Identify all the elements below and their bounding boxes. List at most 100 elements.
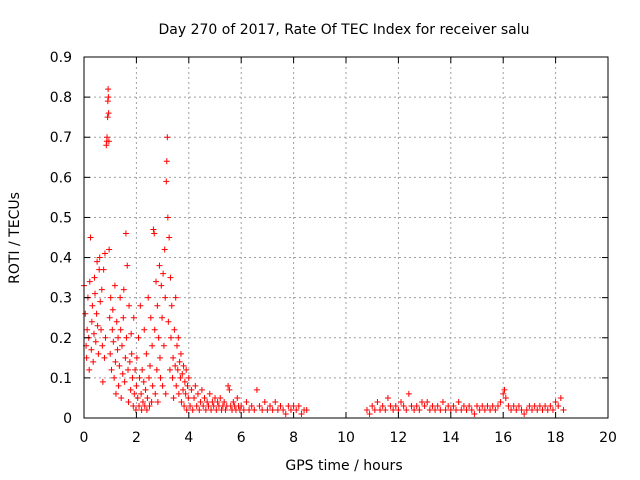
data-point <box>134 394 141 401</box>
y-tick-label: 0.5 <box>50 210 72 226</box>
data-point <box>290 402 297 409</box>
data-point <box>253 386 260 393</box>
y-tick-label: 0.1 <box>50 371 72 387</box>
data-point <box>405 390 412 397</box>
data-point <box>248 402 255 409</box>
data-point <box>460 402 467 409</box>
data-point <box>552 398 559 405</box>
data-point <box>413 402 420 409</box>
data-point <box>384 394 391 401</box>
data-point <box>192 382 199 389</box>
data-point <box>174 366 181 373</box>
data-point <box>523 406 530 413</box>
data-point <box>132 406 139 413</box>
data-point <box>139 366 146 373</box>
data-point <box>197 398 204 405</box>
data-point <box>185 394 192 401</box>
data-point <box>222 406 229 413</box>
data-point <box>445 402 452 409</box>
data-point <box>117 294 124 301</box>
data-point <box>168 302 175 309</box>
data-point <box>202 406 209 413</box>
data-point <box>102 334 109 341</box>
data-point <box>501 386 508 393</box>
data-point <box>110 338 117 345</box>
data-point <box>217 394 224 401</box>
data-point <box>117 326 124 333</box>
data-point <box>166 366 173 373</box>
data-point <box>144 394 151 401</box>
data-point <box>479 402 486 409</box>
data-point <box>180 362 187 369</box>
data-point <box>145 374 152 381</box>
data-point <box>151 326 158 333</box>
data-point <box>437 406 444 413</box>
data-point <box>86 366 93 373</box>
data-point <box>97 298 104 305</box>
data-point <box>411 406 418 413</box>
data-point <box>89 302 96 309</box>
data-point <box>87 234 94 241</box>
data-point <box>521 410 528 417</box>
data-point <box>181 402 188 409</box>
data-point <box>183 406 190 413</box>
data-point <box>379 402 386 409</box>
data-point <box>120 286 127 293</box>
data-point <box>82 310 89 317</box>
data-point <box>418 398 425 405</box>
data-point <box>107 294 114 301</box>
data-point <box>205 402 212 409</box>
data-point <box>139 398 146 405</box>
data-point <box>212 394 218 401</box>
y-tick-label: 0.8 <box>50 90 72 106</box>
data-point <box>109 326 116 333</box>
data-point <box>274 406 281 413</box>
data-point <box>466 402 473 409</box>
data-point <box>112 390 119 397</box>
data-point <box>113 318 120 325</box>
data-point <box>494 402 501 409</box>
data-point <box>131 390 138 397</box>
data-point <box>366 410 373 417</box>
data-point <box>382 406 389 413</box>
data-point <box>94 322 101 329</box>
data-point <box>390 406 397 413</box>
data-point <box>104 98 111 105</box>
data-point <box>126 302 133 309</box>
y-tick-labels: 0 0.1 0.2 0.3 0.4 0.5 0.6 0.7 0.8 0.9 <box>50 50 72 427</box>
data-point <box>171 326 178 333</box>
data-point <box>106 314 113 321</box>
data-point <box>147 314 154 321</box>
x-tick-label: 10 <box>337 430 355 446</box>
data-point <box>165 318 172 325</box>
data-point <box>138 390 145 397</box>
data-point <box>98 286 105 293</box>
x-tick-label: 18 <box>547 430 565 446</box>
data-point <box>114 346 121 353</box>
data-point <box>487 406 494 413</box>
data-point <box>172 362 179 369</box>
data-point <box>183 366 190 373</box>
data-point <box>206 390 213 397</box>
data-point <box>508 406 515 413</box>
y-tick-label: 0.3 <box>50 291 72 307</box>
data-point <box>293 406 300 413</box>
data-point <box>105 138 112 145</box>
data-point <box>169 374 176 381</box>
data-point <box>98 326 105 333</box>
data-point <box>159 314 166 321</box>
data-point <box>500 390 507 397</box>
data-point <box>101 250 108 257</box>
data-point <box>369 402 376 409</box>
data-point <box>510 402 517 409</box>
data-point <box>468 406 475 413</box>
data-point <box>132 366 139 373</box>
data-point <box>259 406 266 413</box>
data-point <box>160 270 167 277</box>
data-point <box>88 346 95 353</box>
data-point <box>426 406 433 413</box>
data-point <box>154 302 161 309</box>
data-point <box>243 398 250 405</box>
data-point <box>173 382 180 389</box>
data-point <box>502 394 509 401</box>
